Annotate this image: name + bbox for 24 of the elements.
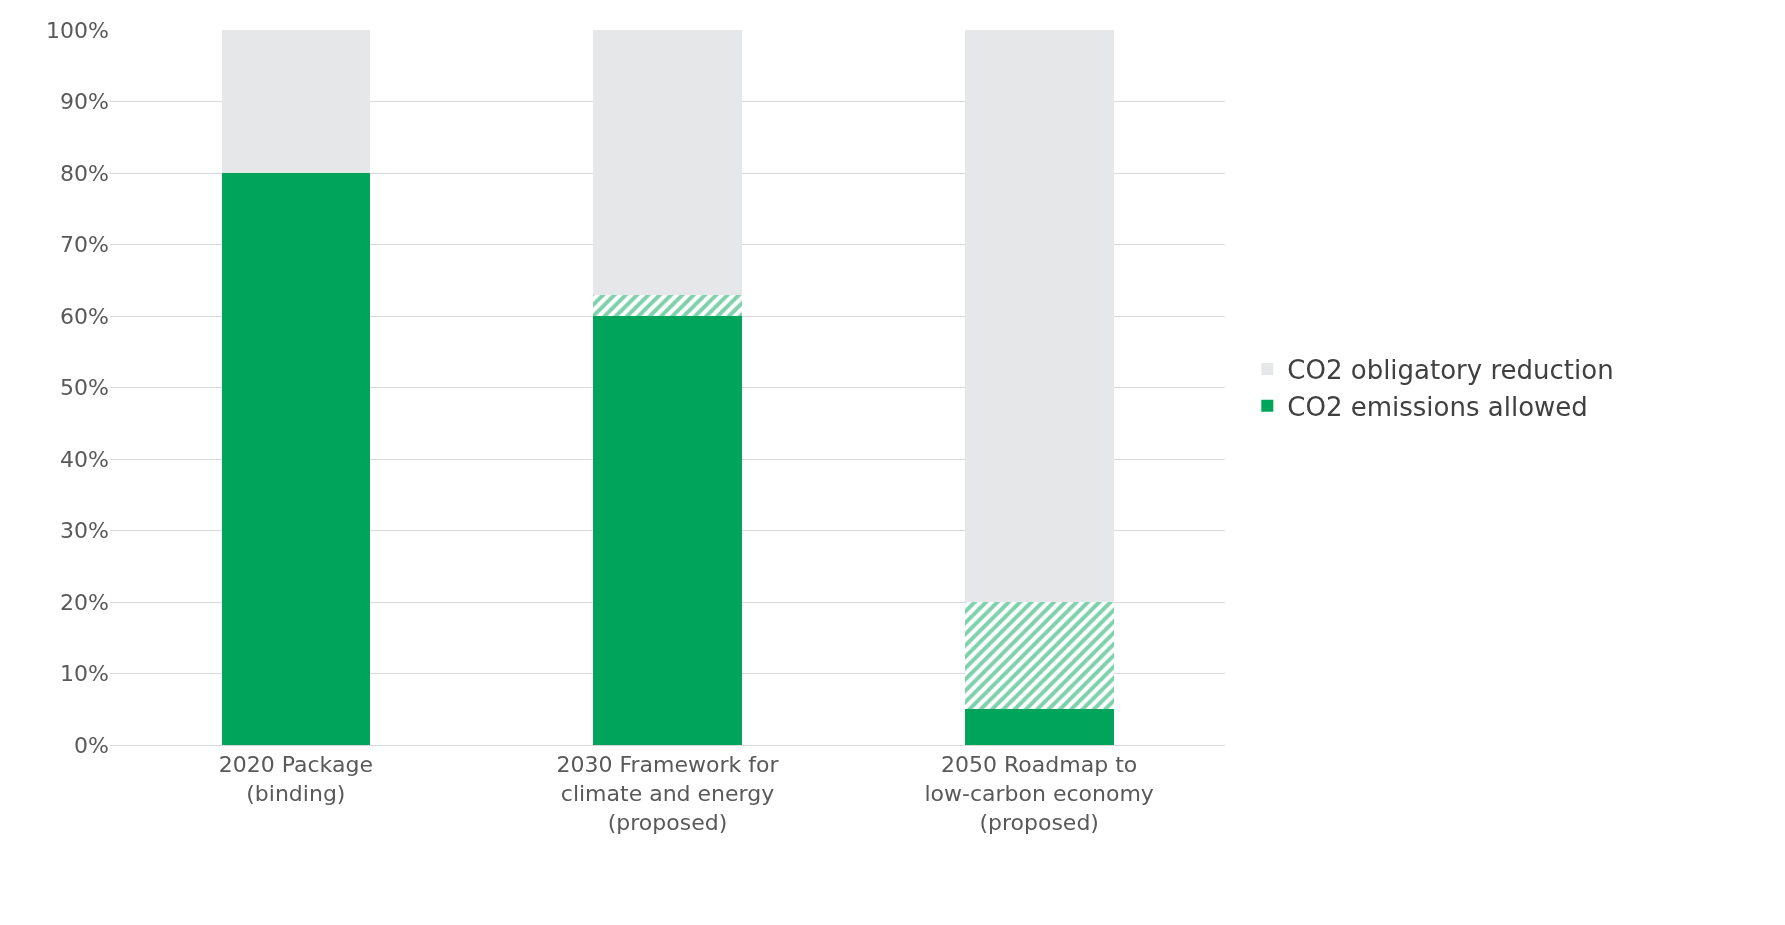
- y-tick-label: 70%: [60, 232, 109, 258]
- legend-label: CO2 emissions allowed: [1287, 391, 1588, 422]
- bar: [221, 173, 371, 745]
- bar: [593, 30, 742, 295]
- bar: [964, 709, 1114, 745]
- y-tick-label: 90%: [60, 89, 109, 115]
- y-tick-label: 80%: [60, 160, 109, 186]
- y-tick-label: 10%: [60, 661, 109, 687]
- legend-label: CO2 obligatory reduction: [1287, 355, 1614, 386]
- y-tick-label: 100%: [46, 17, 109, 43]
- x-tick-label: 2030 Framework for climate and energy (proposed): [556, 752, 780, 835]
- y-tick-label: 20%: [60, 589, 109, 615]
- bar: [221, 30, 371, 173]
- y-tick-label: 60%: [60, 303, 109, 329]
- bar: [964, 602, 1114, 710]
- x-tick-label: 2050 Roadmap to low-carbon economy (proposed): [924, 752, 1154, 835]
- y-tick-label: 50%: [60, 375, 109, 401]
- y-tick-label: 30%: [60, 518, 109, 544]
- bar: [964, 30, 1114, 602]
- y-tick-label: 0%: [74, 732, 109, 758]
- bar: [593, 294, 742, 316]
- x-tick-label: 2020 Package (binding): [218, 752, 373, 806]
- y-tick-label: 40%: [60, 446, 109, 472]
- bar: [593, 316, 742, 745]
